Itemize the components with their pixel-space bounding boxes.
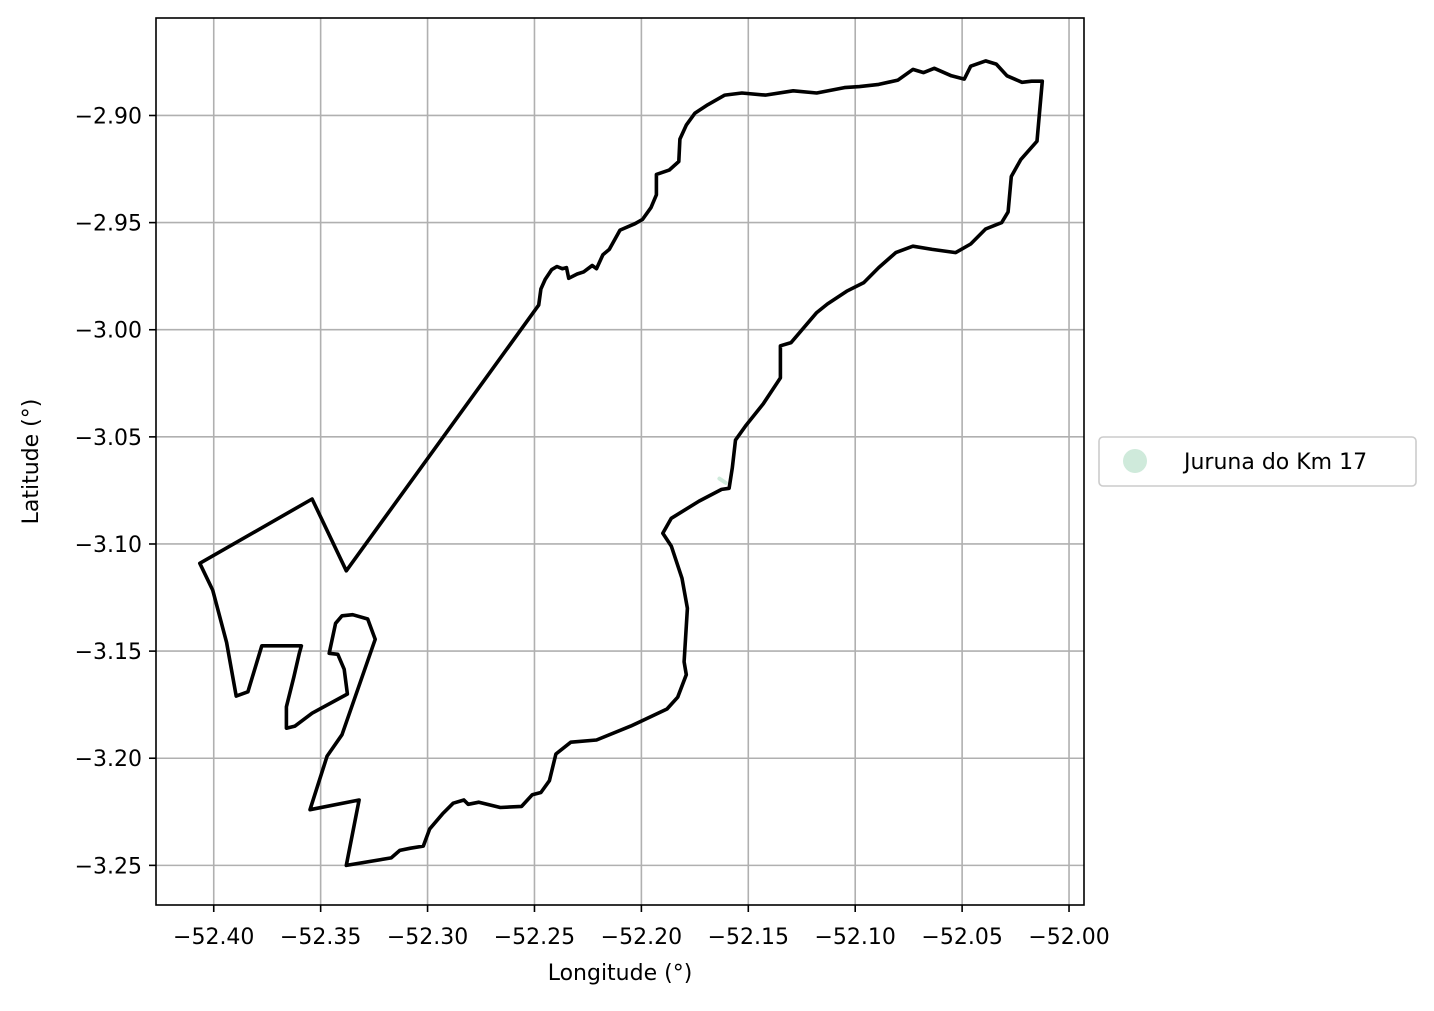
axis-ticks: −52.40 −52.35 −52.30 −52.25 −52.20 −52.15 −52.…	[75, 104, 1110, 950]
map-features	[198, 59, 1045, 868]
y-tick-label-2: −3.00	[75, 319, 142, 344]
x-tick-label-6: −52.10	[814, 925, 895, 950]
y-tick-label-3: −3.05	[75, 426, 142, 451]
plot-frame	[155, 17, 1085, 906]
x-tick-label-2: −52.30	[387, 925, 468, 950]
y-tick-label-6: −3.20	[75, 747, 142, 772]
x-tick-label-4: −52.20	[601, 925, 682, 950]
y-tick-label-0: −2.90	[75, 104, 142, 129]
y-tick-label-7: −3.25	[75, 854, 142, 879]
y-tick-label-4: −3.10	[75, 533, 142, 558]
juruna-do-km-17-feature	[717, 476, 728, 485]
territory-boundary	[198, 59, 1045, 868]
y-tick-label-1: −2.95	[75, 212, 142, 237]
x-axis-label: Longitude (°)	[548, 961, 693, 986]
legend: Juruna do Km 17	[1098, 436, 1417, 487]
legend-marker-juruna-do-km-17	[1123, 449, 1147, 473]
x-tick-label-7: −52.05	[921, 925, 1002, 950]
x-tick-label-0: −52.40	[173, 925, 254, 950]
gridlines	[156, 18, 1084, 905]
legend-label-juruna-do-km-17: Juruna do Km 17	[1182, 450, 1367, 475]
x-tick-label-8: −52.00	[1028, 925, 1109, 950]
x-tick-label-3: −52.25	[494, 925, 575, 950]
x-tick-label-5: −52.15	[708, 925, 789, 950]
y-axis-label: Latitude (°)	[19, 399, 44, 525]
y-tick-label-5: −3.15	[75, 640, 142, 665]
legend-frame	[1098, 436, 1417, 487]
x-tick-label-1: −52.35	[280, 925, 361, 950]
